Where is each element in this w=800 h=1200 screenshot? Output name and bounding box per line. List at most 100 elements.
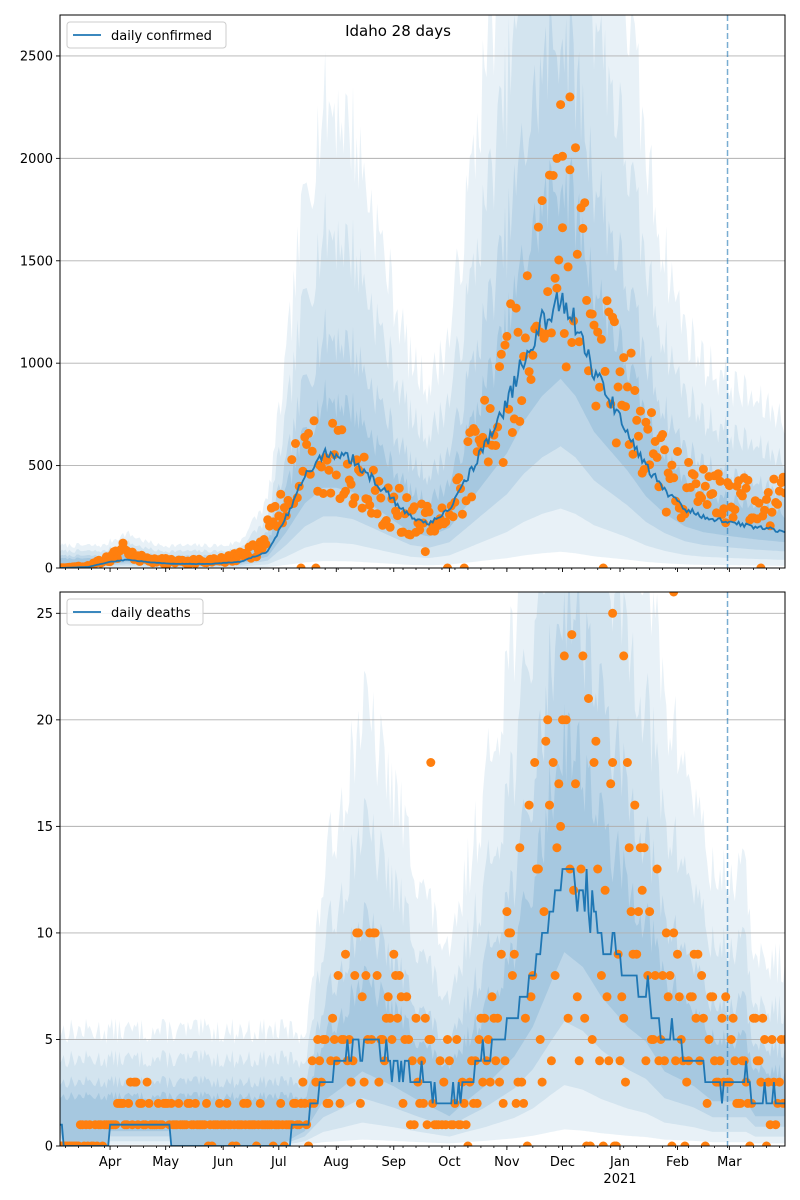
observed-point — [558, 223, 567, 233]
observed-point — [307, 446, 317, 456]
observed-point — [561, 362, 571, 372]
observed-point — [719, 504, 729, 514]
observed-point — [667, 1141, 677, 1146]
observed-point — [483, 457, 493, 467]
observed-point — [615, 367, 625, 377]
observed-point — [491, 1056, 501, 1066]
observed-point — [574, 337, 584, 347]
observed-point — [389, 949, 399, 959]
uncertainty-band-2 — [60, 592, 785, 1146]
observed-point — [673, 447, 682, 456]
observed-point — [387, 1035, 397, 1044]
observed-point — [556, 100, 566, 110]
observed-point — [548, 758, 558, 767]
observed-point — [619, 1013, 629, 1023]
observed-point — [622, 758, 632, 767]
observed-point — [274, 511, 284, 521]
observed-point — [704, 1035, 714, 1044]
observed-point — [517, 396, 527, 406]
observed-point — [370, 928, 380, 938]
observed-point — [374, 476, 384, 486]
observed-point — [648, 1035, 658, 1044]
observed-point — [511, 303, 521, 313]
observed-point — [687, 992, 697, 1002]
observed-point — [485, 404, 495, 413]
observed-point — [511, 1098, 521, 1108]
observed-point — [565, 165, 575, 175]
observed-point — [743, 475, 753, 485]
observed-point — [426, 1035, 436, 1044]
observed-point — [493, 1013, 503, 1023]
observed-point — [591, 736, 601, 746]
observed-point — [608, 608, 618, 618]
observed-point — [582, 295, 592, 305]
observed-point — [309, 416, 319, 426]
observed-point — [480, 1013, 490, 1023]
observed-point — [572, 992, 582, 1002]
observed-point — [378, 1035, 388, 1044]
observed-point — [554, 779, 564, 789]
observed-point — [587, 1035, 597, 1044]
plot-frame — [59, 591, 786, 1147]
uncertainty-band-3 — [60, 592, 785, 1146]
observed-point — [660, 1056, 669, 1066]
observed-point — [296, 563, 306, 568]
observed-point — [124, 1098, 134, 1108]
observed-point — [578, 223, 588, 233]
observed-point — [480, 395, 490, 405]
observed-point — [698, 464, 708, 474]
observed-point — [652, 452, 662, 462]
observed-point — [335, 1098, 345, 1108]
observed-point — [341, 486, 350, 496]
observed-point — [589, 758, 599, 767]
observed-point — [270, 501, 280, 511]
observed-point — [333, 971, 343, 980]
observed-point — [598, 563, 608, 568]
observed-point — [565, 92, 575, 102]
observed-point — [385, 1013, 395, 1023]
observed-point — [689, 470, 699, 480]
observed-point — [715, 476, 725, 486]
observed-point — [548, 171, 558, 180]
observed-point — [222, 1098, 232, 1108]
observed-point — [415, 525, 425, 535]
observed-point — [624, 843, 634, 853]
observed-point — [606, 779, 616, 789]
x-tick-label: Sep — [382, 1155, 407, 1170]
observed-point — [730, 505, 740, 515]
observed-point — [604, 1056, 614, 1066]
observed-point — [316, 462, 326, 472]
observed-point — [602, 296, 612, 306]
mean-line — [60, 868, 785, 1146]
observed-point — [663, 992, 673, 1002]
observed-point — [506, 928, 516, 938]
observed-point — [622, 382, 632, 392]
observed-point — [537, 196, 547, 206]
observed-point — [591, 401, 601, 411]
observed-point — [619, 651, 629, 661]
observed-point — [357, 992, 367, 1002]
observed-point — [773, 499, 783, 509]
observed-point — [407, 1056, 417, 1066]
observed-point — [528, 350, 538, 360]
observed-point — [500, 340, 510, 350]
observed-point — [457, 509, 467, 519]
observed-point — [420, 547, 430, 557]
observed-point — [673, 949, 682, 959]
observed-point — [762, 1141, 771, 1146]
x-tick-label: Oct — [438, 1155, 460, 1170]
observed-point — [600, 885, 610, 895]
observed-point — [546, 1056, 556, 1066]
observed-point — [215, 1098, 224, 1108]
observed-point — [346, 1077, 356, 1087]
observed-point — [298, 1077, 308, 1087]
observed-point — [660, 445, 669, 455]
observed-point — [745, 1141, 755, 1146]
observed-point — [580, 198, 590, 208]
observed-point — [721, 992, 731, 1002]
y-tick-label: 15 — [36, 820, 53, 835]
x-tick-label: Apr — [99, 1155, 122, 1170]
y-tick-label: 25 — [36, 607, 53, 622]
observed-point — [381, 516, 391, 525]
observed-point — [728, 1013, 738, 1023]
